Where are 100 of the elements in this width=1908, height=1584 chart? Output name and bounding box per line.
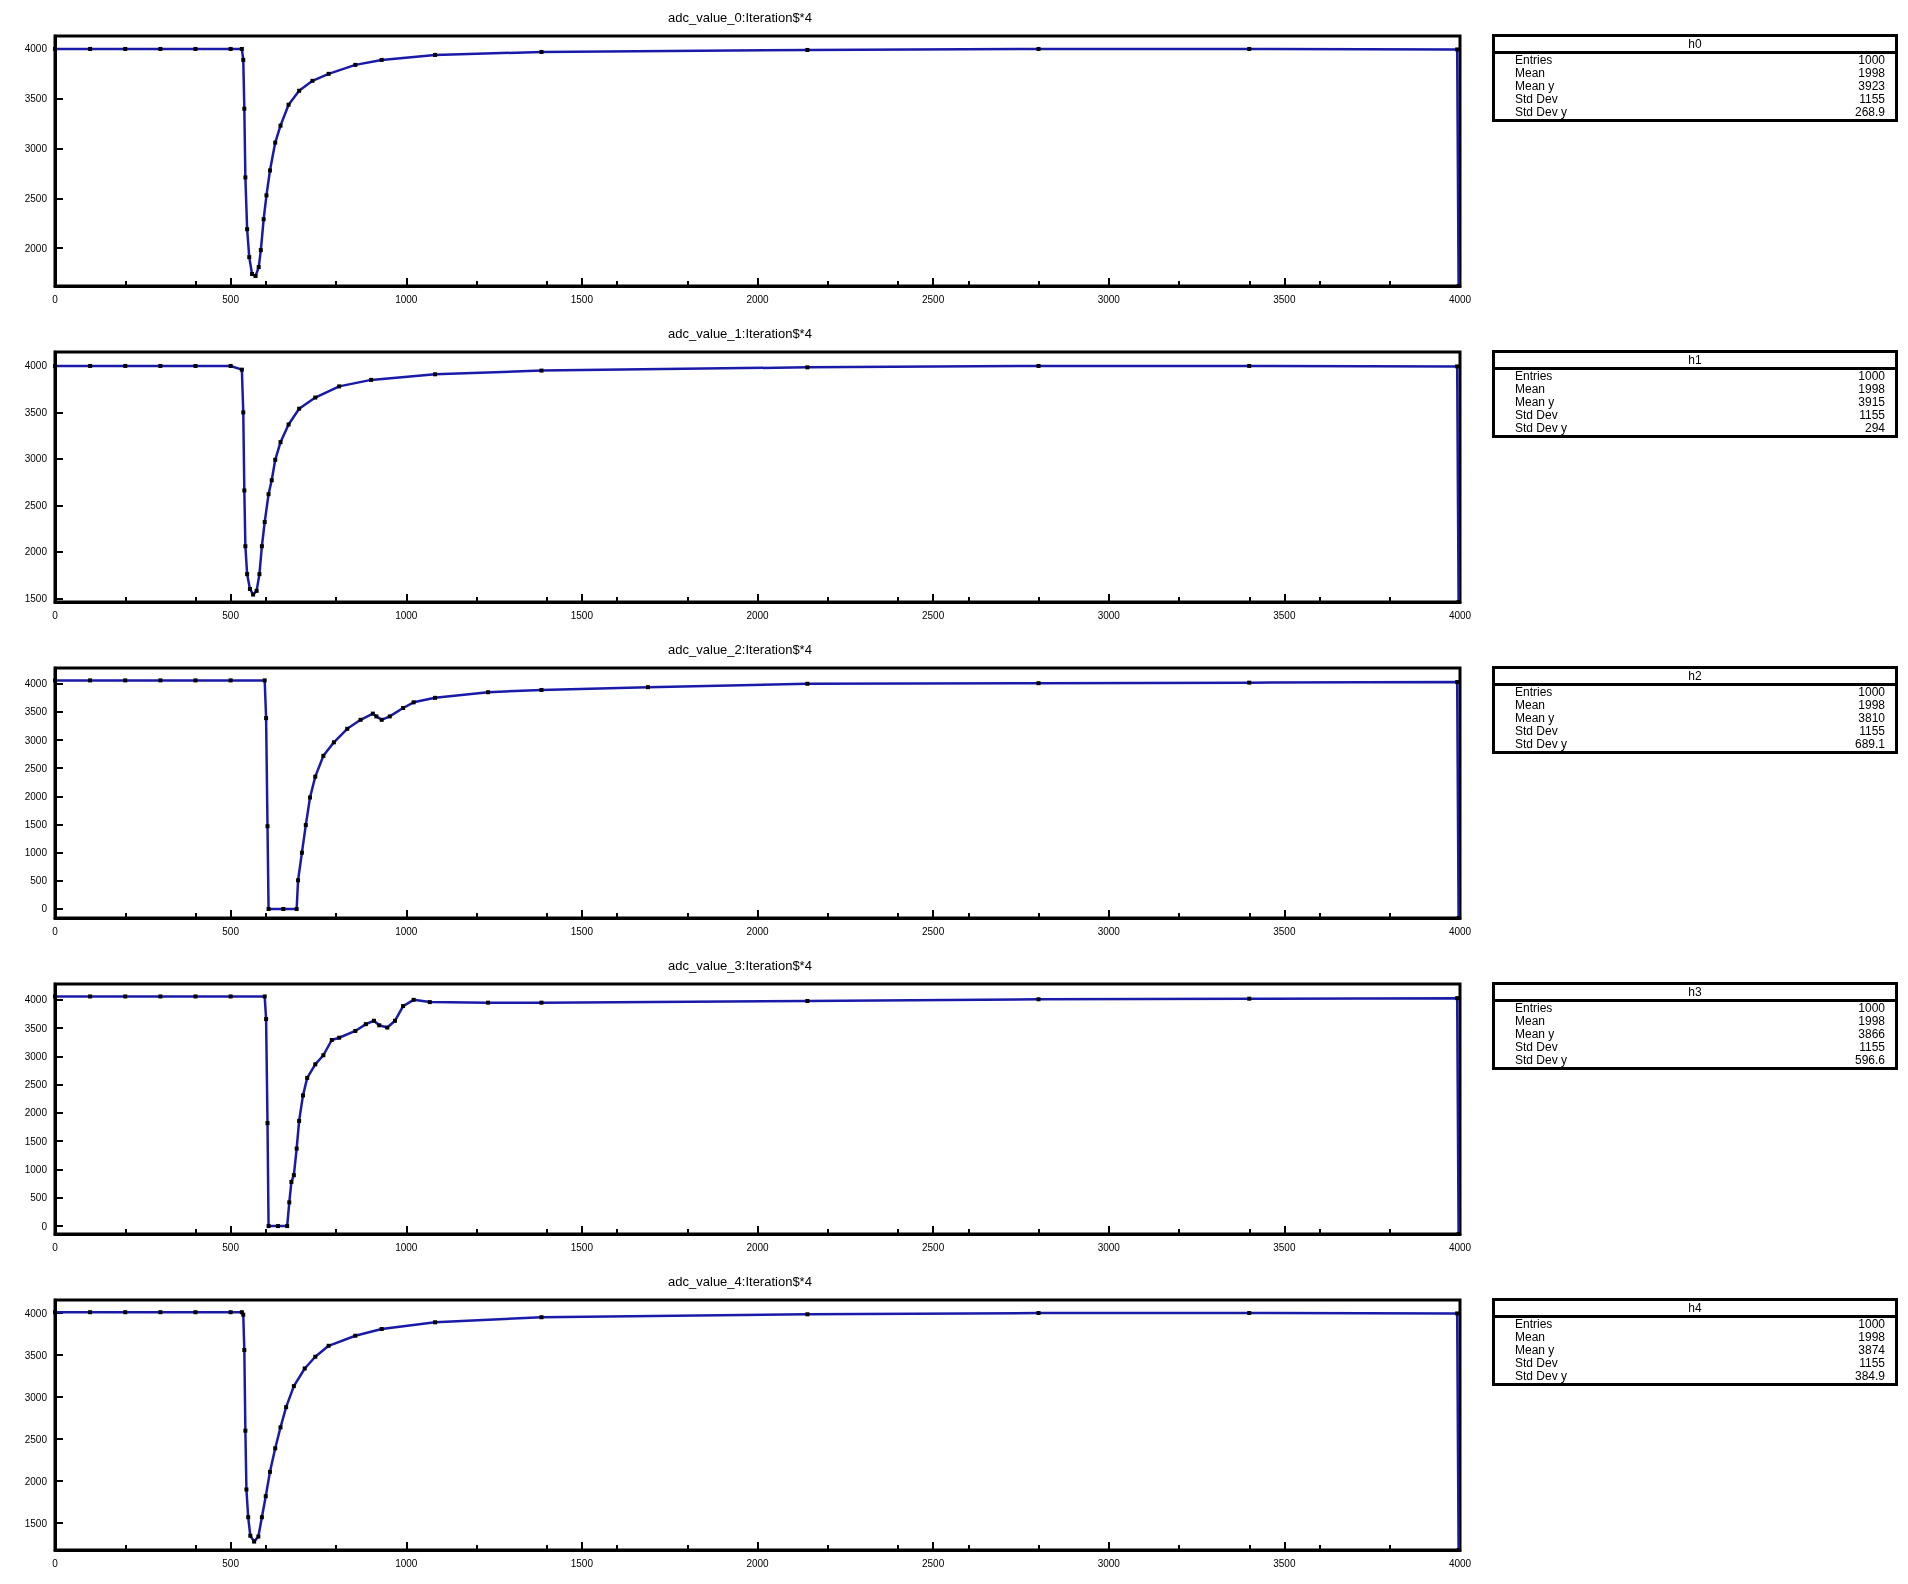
x-tick-label: 0 xyxy=(52,1557,59,1569)
text: Std Dev y xyxy=(1515,421,1568,435)
y-tick-label: 3500 xyxy=(24,1022,48,1034)
x-tick-label: 1500 xyxy=(570,293,594,305)
y-tick-label: 1500 xyxy=(24,1517,48,1529)
y-tick-label: 3000 xyxy=(24,1050,48,1062)
y-tick-label: 1000 xyxy=(24,847,48,859)
y-tick-label: 3500 xyxy=(24,1349,48,1361)
x-tick-label: 1500 xyxy=(570,1557,594,1569)
text: Entries xyxy=(1515,53,1553,67)
x-tick-label: 2000 xyxy=(746,293,770,305)
text: Mean y xyxy=(1515,79,1555,93)
x-tick-label: 0 xyxy=(52,925,59,937)
y-tick-label: 2500 xyxy=(24,762,48,774)
y-tick-label: 1500 xyxy=(24,592,48,604)
text: 1998 xyxy=(1858,1014,1885,1028)
y-tick-label: 2000 xyxy=(24,1107,48,1119)
x-tick-label: 1000 xyxy=(395,609,418,621)
text: Std Dev xyxy=(1515,92,1558,106)
y-tick-label: 4000 xyxy=(24,43,48,55)
text: 1000 xyxy=(1858,53,1885,67)
text: 3874 xyxy=(1858,1343,1885,1357)
text: 1155 xyxy=(1859,1040,1885,1054)
x-tick-label: 0 xyxy=(52,609,59,621)
text: 3915 xyxy=(1858,395,1885,409)
x-tick-label: 3500 xyxy=(1273,609,1296,621)
x-tick-label: 1500 xyxy=(570,1241,594,1253)
x-tick-label: 2500 xyxy=(922,609,945,621)
text: h4 xyxy=(1495,1301,1895,1318)
chart-title: adc_value_2:Iteration$*4 xyxy=(668,642,812,657)
text: Mean xyxy=(1515,698,1546,712)
x-tick-label: 1000 xyxy=(395,293,418,305)
text: 1000 xyxy=(1858,685,1885,699)
x-tick-label: 500 xyxy=(222,293,240,305)
text: 1155 xyxy=(1859,92,1885,106)
text: Mean xyxy=(1515,382,1546,396)
text: 1155 xyxy=(1859,1356,1885,1370)
x-tick-label: 3500 xyxy=(1273,293,1296,305)
y-tick-label: 3500 xyxy=(24,406,48,418)
y-tick-label: 1500 xyxy=(24,1135,48,1147)
x-tick-label: 4000 xyxy=(1448,609,1472,621)
x-tick-label: 500 xyxy=(222,1557,240,1569)
x-tick-label: 2000 xyxy=(746,1241,770,1253)
text: 596.6 xyxy=(1854,1053,1885,1067)
text: 1000 xyxy=(1858,369,1885,383)
x-tick-label: 3500 xyxy=(1273,1241,1296,1253)
text: 1000 xyxy=(1858,1317,1885,1331)
chart-title: adc_value_3:Iteration$*4 xyxy=(668,958,812,973)
text: Mean xyxy=(1515,66,1546,80)
x-tick-label: 500 xyxy=(222,1241,240,1253)
text: Std Dev xyxy=(1515,724,1558,738)
x-tick-label: 3500 xyxy=(1273,925,1296,937)
text: 1000 xyxy=(1858,1001,1885,1015)
text: Std Dev y xyxy=(1515,737,1568,751)
x-tick-label: 4000 xyxy=(1448,1241,1472,1253)
y-tick-label: 2000 xyxy=(24,546,48,558)
text: h1 xyxy=(1495,353,1895,370)
x-tick-label: 2500 xyxy=(922,925,945,937)
x-tick-label: 4000 xyxy=(1448,293,1472,305)
y-tick-label: 2500 xyxy=(24,499,48,511)
x-tick-label: 3000 xyxy=(1097,925,1121,937)
x-tick-label: 4000 xyxy=(1448,1557,1472,1569)
text: 384.9 xyxy=(1854,1369,1885,1383)
text: Entries xyxy=(1515,1317,1553,1331)
text: 268.9 xyxy=(1854,105,1885,119)
x-tick-label: 3000 xyxy=(1097,1241,1121,1253)
text: 1998 xyxy=(1858,382,1885,396)
x-tick-label: 1000 xyxy=(395,1241,418,1253)
chart-title: adc_value_4:Iteration$*4 xyxy=(668,1274,812,1289)
y-tick-label: 2500 xyxy=(24,1079,48,1091)
y-tick-label: 500 xyxy=(30,875,48,887)
y-tick-label: 0 xyxy=(41,1220,48,1232)
text: Std Dev y xyxy=(1515,105,1568,119)
y-tick-label: 4000 xyxy=(24,678,48,690)
x-tick-label: 1000 xyxy=(395,925,418,937)
y-tick-label: 4000 xyxy=(24,360,48,372)
x-tick-label: 500 xyxy=(222,925,240,937)
x-tick-label: 2000 xyxy=(746,925,770,937)
y-tick-label: 4000 xyxy=(24,1307,48,1319)
text: 1155 xyxy=(1859,408,1885,422)
y-tick-label: 2000 xyxy=(24,790,48,802)
x-tick-label: 0 xyxy=(52,1241,59,1253)
text: 1998 xyxy=(1858,698,1885,712)
text: Entries xyxy=(1515,1001,1553,1015)
y-tick-label: 2000 xyxy=(24,1475,48,1487)
text: Mean y xyxy=(1515,1343,1555,1357)
x-tick-label: 1500 xyxy=(570,609,594,621)
text: 1998 xyxy=(1858,66,1885,80)
x-tick-label: 0 xyxy=(52,293,59,305)
x-tick-label: 3500 xyxy=(1273,1557,1296,1569)
text: 689.1 xyxy=(1854,737,1885,751)
y-tick-label: 2500 xyxy=(24,1433,48,1445)
y-tick-label: 3500 xyxy=(24,706,48,718)
text: 1998 xyxy=(1858,1330,1885,1344)
text: Mean y xyxy=(1515,711,1555,725)
chart-title: adc_value_0:Iteration$*4 xyxy=(668,10,812,25)
x-tick-label: 1000 xyxy=(395,1557,418,1569)
text: Std Dev xyxy=(1515,1040,1558,1054)
text: h3 xyxy=(1495,985,1895,1002)
x-tick-label: 2500 xyxy=(922,1241,945,1253)
